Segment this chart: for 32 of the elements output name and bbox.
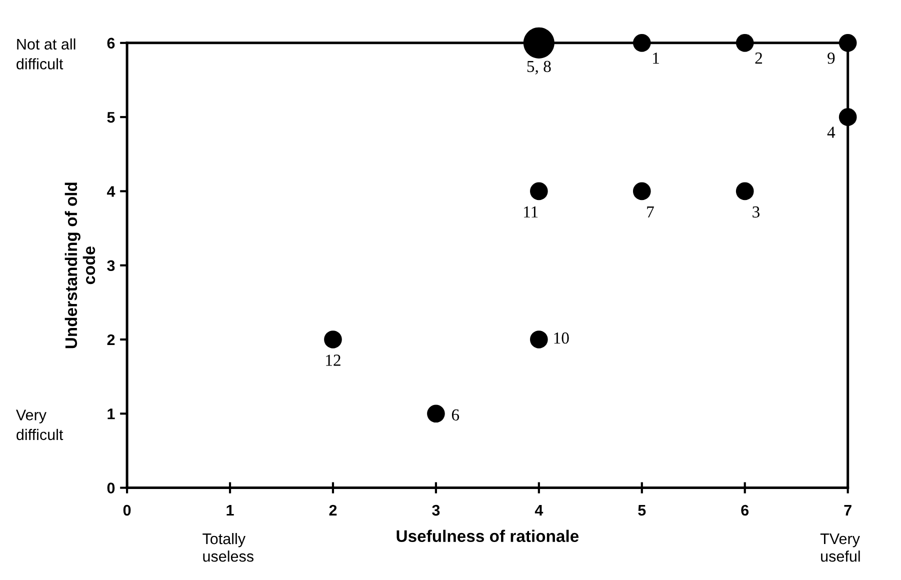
x-tick-label: 4 xyxy=(534,505,544,516)
x-tick-label: 2 xyxy=(329,504,337,516)
y-tick-label: 5 xyxy=(107,112,115,123)
text: Not at all difficult xyxy=(16,38,76,70)
y-axis-title: Understanding of old code xyxy=(64,182,96,348)
annotation: 12 xyxy=(326,354,340,366)
annotation: 2 xyxy=(755,52,762,64)
x-tick-label: 1 xyxy=(226,505,234,516)
y-tick-label: 4 xyxy=(106,186,116,197)
text: Very difficult xyxy=(16,410,64,440)
annotation: 9 xyxy=(828,52,835,64)
x-tick-label: 5 xyxy=(638,505,646,516)
y-tick-label: 6 xyxy=(107,38,115,49)
x-tick-label: 0 xyxy=(123,504,131,516)
x-tick-label: 3 xyxy=(432,504,440,516)
annotation: 1 xyxy=(653,52,659,64)
annotation: 10 xyxy=(554,332,569,344)
y-tick-label: 1 xyxy=(108,408,115,420)
text: Totally useless xyxy=(202,532,254,562)
y-tick-label: 3 xyxy=(107,260,115,272)
x-axis-title: Usefulness of rationale xyxy=(396,530,579,542)
y-tick-label: 2 xyxy=(107,334,115,346)
x-tick-label: 7 xyxy=(844,505,852,516)
annotation: 4 xyxy=(827,126,836,138)
y-tick-label: 0 xyxy=(107,482,115,494)
text: TVery useful xyxy=(820,534,860,562)
annotation: 3 xyxy=(752,206,760,218)
annotation: 6 xyxy=(452,409,460,421)
annotation: 7 xyxy=(647,206,654,218)
annotation: 11 xyxy=(524,206,538,218)
x-tick-label: 6 xyxy=(741,504,749,516)
annotation: 5, 8 xyxy=(527,60,551,74)
